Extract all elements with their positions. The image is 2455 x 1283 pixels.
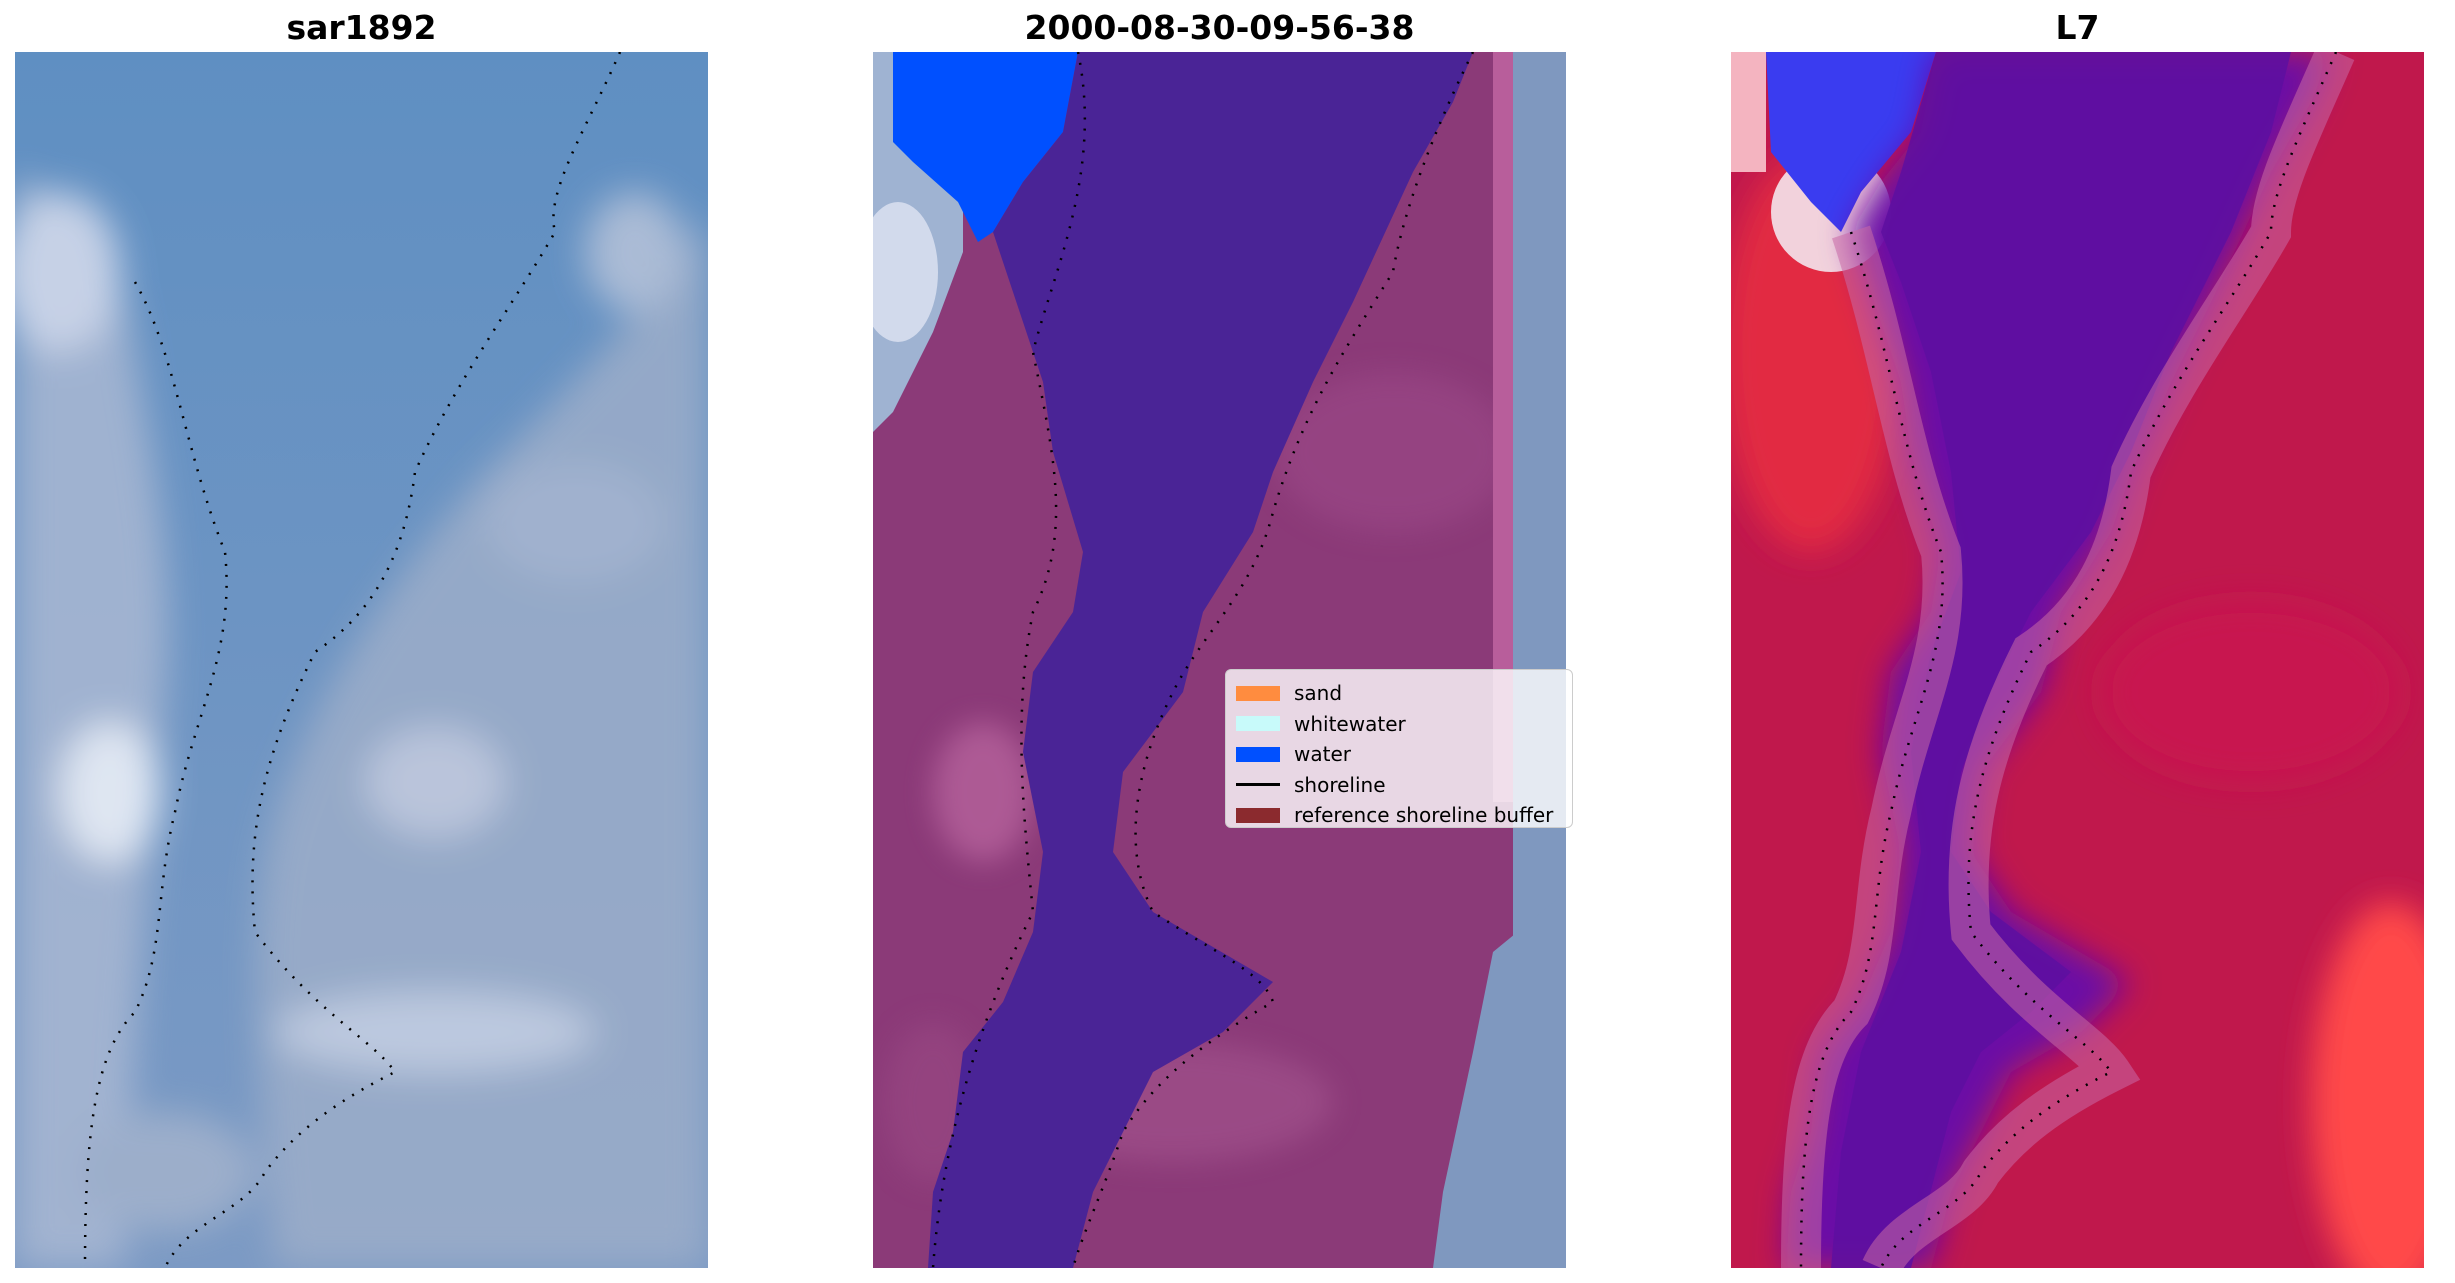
legend-swatch-sand — [1236, 685, 1280, 701]
shoreline-rgb-left — [83, 281, 228, 1268]
panel-title-classification: 2000-08-30-09-56-38 — [1024, 8, 1415, 47]
water-channel — [928, 52, 1473, 1268]
panel-title-mndwi: L7 — [2055, 8, 2100, 47]
legend-swatch-reference-buffer — [1236, 807, 1280, 823]
rgb-satellite-image — [15, 52, 708, 1268]
legend-label-water: water — [1294, 742, 1351, 767]
legend-item-sand: sand — [1236, 678, 1562, 709]
legend-item-shoreline: shoreline — [1236, 770, 1562, 801]
legend-swatch-water — [1236, 746, 1280, 762]
legend-line-shoreline — [1236, 783, 1280, 787]
index-image — [1731, 52, 2424, 1268]
legend-item-reference-buffer: reference shoreline buffer — [1236, 800, 1562, 831]
legend-label-sand: sand — [1294, 681, 1343, 706]
legend: sand whitewater water shoreline referenc… — [1225, 669, 1573, 828]
legend-label-reference-buffer: reference shoreline buffer — [1294, 803, 1554, 828]
legend-label-shoreline: shoreline — [1294, 772, 1386, 797]
panel-title-rgb: sar1892 — [286, 8, 437, 47]
legend-item-water: water — [1236, 739, 1562, 770]
legend-item-whitewater: whitewater — [1236, 709, 1562, 740]
legend-swatch-whitewater — [1236, 716, 1280, 732]
classification-image — [873, 52, 1566, 1268]
legend-label-whitewater: whitewater — [1294, 711, 1406, 736]
